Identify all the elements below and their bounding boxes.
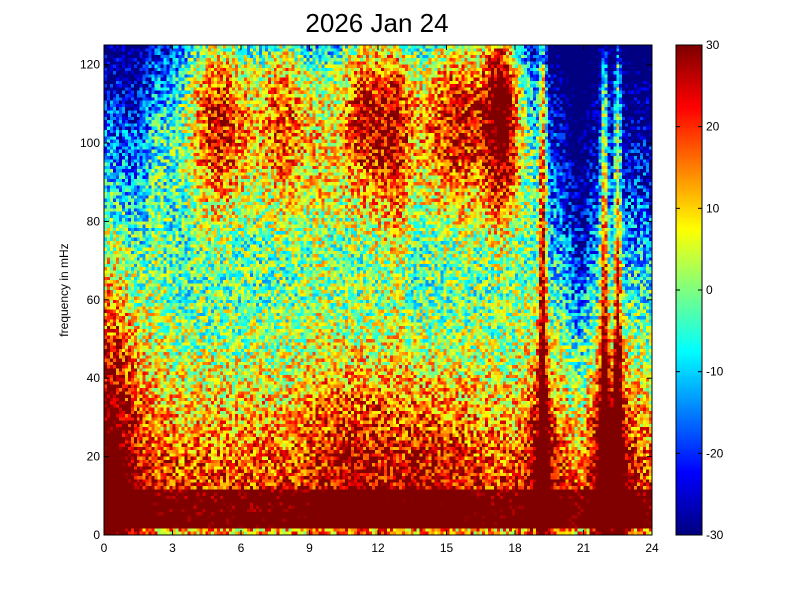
x-tick-label: 3 (169, 541, 176, 555)
colorbar-tick-label: 0 (706, 283, 713, 297)
x-tick-label: 21 (577, 541, 591, 555)
x-tick-label: 24 (645, 541, 659, 555)
colorbar-ticks: 30 20 10 0 -10 -20 -30 (676, 38, 724, 542)
y-tick-label: 100 (80, 136, 100, 150)
y-tick-label: 60 (87, 293, 101, 307)
y-axis-label: frequency in mHz (57, 243, 71, 336)
plot-area (103, 44, 653, 536)
colorbar-tick-label: 30 (706, 38, 720, 52)
y-tick-label: 40 (87, 371, 101, 385)
colorbar-gradient (676, 45, 702, 535)
heatmap-image (104, 45, 652, 535)
colorbar-tick-label: -30 (706, 528, 724, 542)
x-axis: 0 3 6 9 12 15 18 21 24 (101, 45, 659, 555)
x-tick-label: 18 (508, 541, 522, 555)
x-tick-label: 6 (238, 541, 245, 555)
x-tick-label: 9 (306, 541, 313, 555)
x-tick-label: 0 (101, 541, 108, 555)
chart-title: 2026 Jan 24 (305, 8, 448, 38)
y-tick-label: 80 (87, 214, 101, 228)
colorbar-tick-label: 20 (706, 120, 720, 134)
colorbar-tick-label: 10 (706, 201, 720, 215)
colorbar-tick-label: -20 (706, 446, 724, 460)
colorbar-tick-label: -10 (706, 365, 724, 379)
y-axis: 0 20 40 60 80 100 120 (80, 58, 652, 542)
x-tick-label: 15 (440, 541, 454, 555)
colorbar: 30 20 10 0 -10 -20 -30 (675, 38, 724, 542)
x-tick-label: 12 (371, 541, 385, 555)
y-tick-label: 120 (80, 58, 100, 72)
y-tick-label: 20 (87, 450, 101, 464)
y-tick-label: 0 (93, 528, 100, 542)
